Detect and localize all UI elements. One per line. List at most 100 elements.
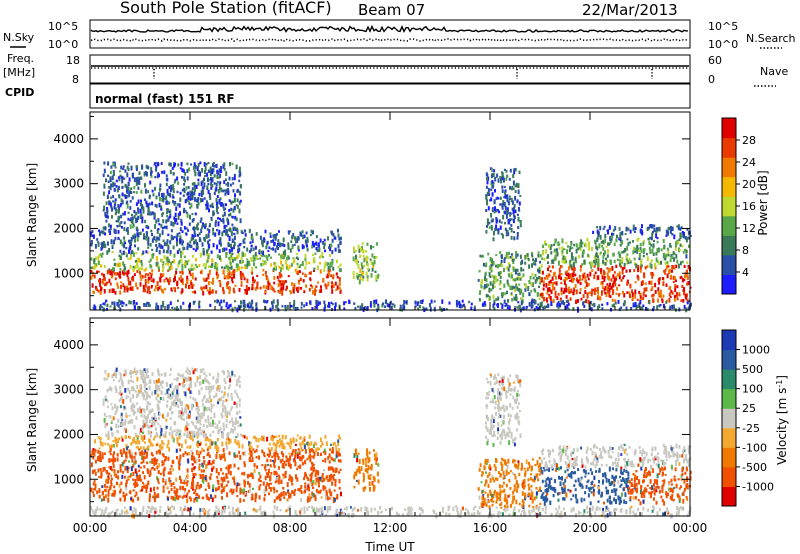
data-cell	[146, 414, 149, 419]
data-cell	[665, 253, 668, 258]
data-cell	[243, 237, 246, 241]
data-cell	[138, 267, 141, 272]
data-cell	[214, 265, 216, 270]
data-cell	[179, 434, 182, 439]
data-cell	[490, 226, 493, 231]
data-cell	[199, 474, 202, 479]
data-cell	[226, 492, 229, 498]
data-cell	[128, 287, 131, 291]
data-cell	[194, 184, 197, 188]
data-cell	[565, 242, 568, 245]
data-cell	[199, 441, 202, 446]
data-cell	[121, 438, 124, 442]
data-cell	[162, 192, 165, 197]
data-cell	[236, 205, 239, 209]
data-cell	[114, 291, 117, 295]
data-cell	[571, 246, 574, 249]
data-cell	[209, 445, 211, 449]
data-cell	[269, 232, 272, 235]
data-cell	[109, 282, 112, 286]
data-cell	[225, 251, 228, 255]
data-cell	[229, 162, 231, 167]
data-cell	[619, 236, 622, 242]
data-cell	[559, 297, 562, 301]
data-cell	[119, 300, 122, 306]
data-cell	[92, 448, 95, 452]
data-cell	[654, 290, 657, 294]
data-cell	[314, 494, 317, 500]
data-cell	[198, 454, 201, 459]
data-cell	[628, 257, 631, 262]
data-cell	[270, 240, 273, 243]
data-cell	[290, 305, 293, 308]
data-cell	[282, 255, 285, 260]
data-cell	[97, 259, 100, 262]
data-cell	[554, 254, 557, 260]
data-cell	[673, 267, 676, 270]
data-cell	[492, 280, 495, 285]
data-cell	[90, 454, 93, 458]
data-cell	[237, 467, 240, 470]
data-cell	[198, 264, 201, 267]
data-cell	[557, 300, 560, 304]
data-cell	[236, 190, 239, 193]
data-cell	[607, 289, 610, 294]
data-cell	[602, 247, 605, 251]
data-cell	[192, 227, 195, 230]
data-cell	[228, 270, 231, 276]
data-cell	[549, 245, 552, 251]
data-cell	[174, 385, 177, 390]
data-cell	[496, 173, 499, 178]
data-cell	[122, 250, 125, 255]
data-cell	[571, 278, 574, 283]
data-cell	[542, 306, 545, 311]
data-cell	[372, 262, 375, 267]
data-cell	[157, 305, 160, 310]
data-cell	[262, 285, 265, 289]
data-cell	[671, 233, 674, 236]
data-cell	[221, 247, 224, 253]
data-cell	[502, 200, 505, 205]
data-cell	[179, 271, 182, 274]
data-cell	[689, 234, 692, 237]
data-cell	[245, 284, 248, 290]
data-cell	[259, 286, 262, 290]
data-cell	[214, 426, 217, 429]
data-cell	[199, 427, 202, 431]
data-cell	[150, 452, 153, 456]
data-cell	[157, 478, 160, 482]
data-cell	[218, 249, 221, 253]
data-cell	[339, 263, 342, 267]
data-cell	[165, 174, 168, 178]
data-cell	[362, 254, 365, 257]
data-cell	[176, 437, 179, 441]
data-cell	[274, 443, 277, 447]
data-cell	[131, 275, 134, 279]
data-cell	[181, 281, 184, 286]
data-cell	[244, 491, 247, 495]
data-cell	[105, 214, 108, 219]
data-cell	[286, 482, 289, 487]
data-cell	[295, 252, 298, 255]
data-cell	[206, 448, 209, 452]
data-cell	[670, 274, 672, 278]
data-cell	[505, 254, 508, 258]
data-cell	[296, 468, 299, 471]
data-cell	[608, 242, 611, 245]
data-cell	[103, 496, 105, 501]
data-cell	[91, 449, 94, 452]
data-cell	[339, 290, 342, 294]
data-cell	[273, 462, 276, 467]
data-cell	[192, 370, 195, 375]
data-cell	[231, 406, 234, 409]
data-cell	[99, 459, 102, 462]
data-cell	[324, 283, 327, 287]
data-cell	[189, 273, 192, 277]
data-cell	[178, 495, 181, 498]
data-cell	[593, 303, 596, 308]
data-cell	[309, 497, 312, 500]
data-cell	[343, 307, 346, 310]
data-cell	[165, 418, 168, 422]
data-cell	[278, 242, 281, 248]
data-cell	[191, 291, 194, 293]
